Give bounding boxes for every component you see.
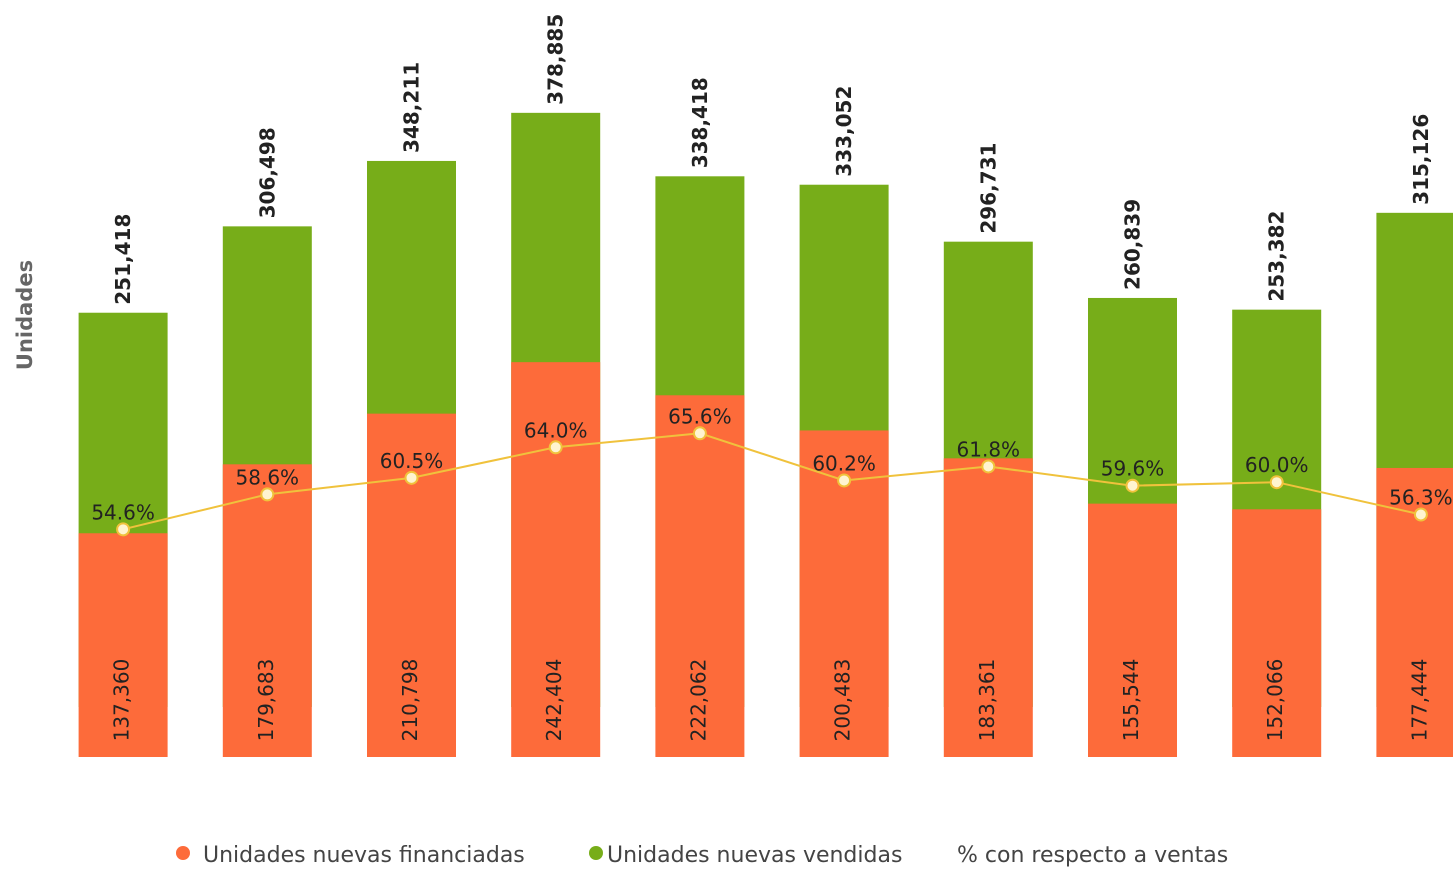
line-value-label: 59.6% [1101,457,1165,481]
bar-value-label: 177,444 [1407,659,1431,742]
bar-value-label: 306,498 [255,127,279,218]
line-point [981,459,996,474]
bar [943,458,1033,757]
bar-value-label: 296,731 [976,143,1000,234]
legend-label: Unidades nuevas financiadas [203,843,525,868]
line-value-label: 60.2% [812,451,876,475]
bar-value-label: 338,418 [688,77,712,168]
line-value-label: 56.3% [1389,486,1453,510]
line-point [692,426,707,441]
bar [78,533,168,757]
bar-value-label: 179,683 [254,659,278,742]
line-value-label: 64.0% [524,418,588,442]
bar-value-label: 333,052 [832,86,856,177]
line-point [548,440,563,455]
line-point [1125,478,1140,493]
legend-label: Unidades nuevas vendidas [607,843,902,868]
legend-label: % con respecto a ventas [957,843,1228,868]
line [122,432,1422,531]
bar-value-label: 251,418 [111,214,135,305]
line-value-label: 54.6% [91,500,155,524]
bar-value-label: 200,483 [831,659,855,742]
bar-value-label: 378,885 [544,14,568,105]
bar [655,395,745,757]
bar-value-label: 315,126 [1409,114,1433,205]
bar-value-label: 137,360 [110,659,134,742]
line-point [116,522,131,537]
legend-marker [176,846,190,860]
line-point [260,487,275,502]
bar-value-label: 155,544 [1119,659,1143,742]
bar-value-label: 210,798 [398,659,422,742]
bar [222,464,312,757]
line-value-label: 65.6% [668,404,732,428]
bar-value-label: 152,066 [1263,659,1287,742]
line-value-label: 58.6% [236,465,300,489]
bar [1088,503,1177,757]
line-value-label: 60.5% [380,449,444,473]
line-value-label: 61.8% [957,437,1021,461]
bar-value-label: 260,839 [1121,199,1145,290]
line-value-label: 60.0% [1245,453,1309,477]
bar-value-label: 183,361 [975,659,999,742]
bar-value-label: 222,062 [686,659,710,742]
y-axis-label: Unidades [13,260,37,370]
line-point [837,473,852,488]
bar [511,362,601,757]
legend-marker [589,846,603,860]
line-point [1269,475,1284,490]
line-point [404,470,419,485]
line-point [1413,507,1428,522]
bar-value-label: 242,404 [542,659,566,742]
bar [1232,509,1322,757]
bar-value-label: 348,211 [400,62,424,153]
bar-value-label: 253,382 [1265,211,1289,302]
